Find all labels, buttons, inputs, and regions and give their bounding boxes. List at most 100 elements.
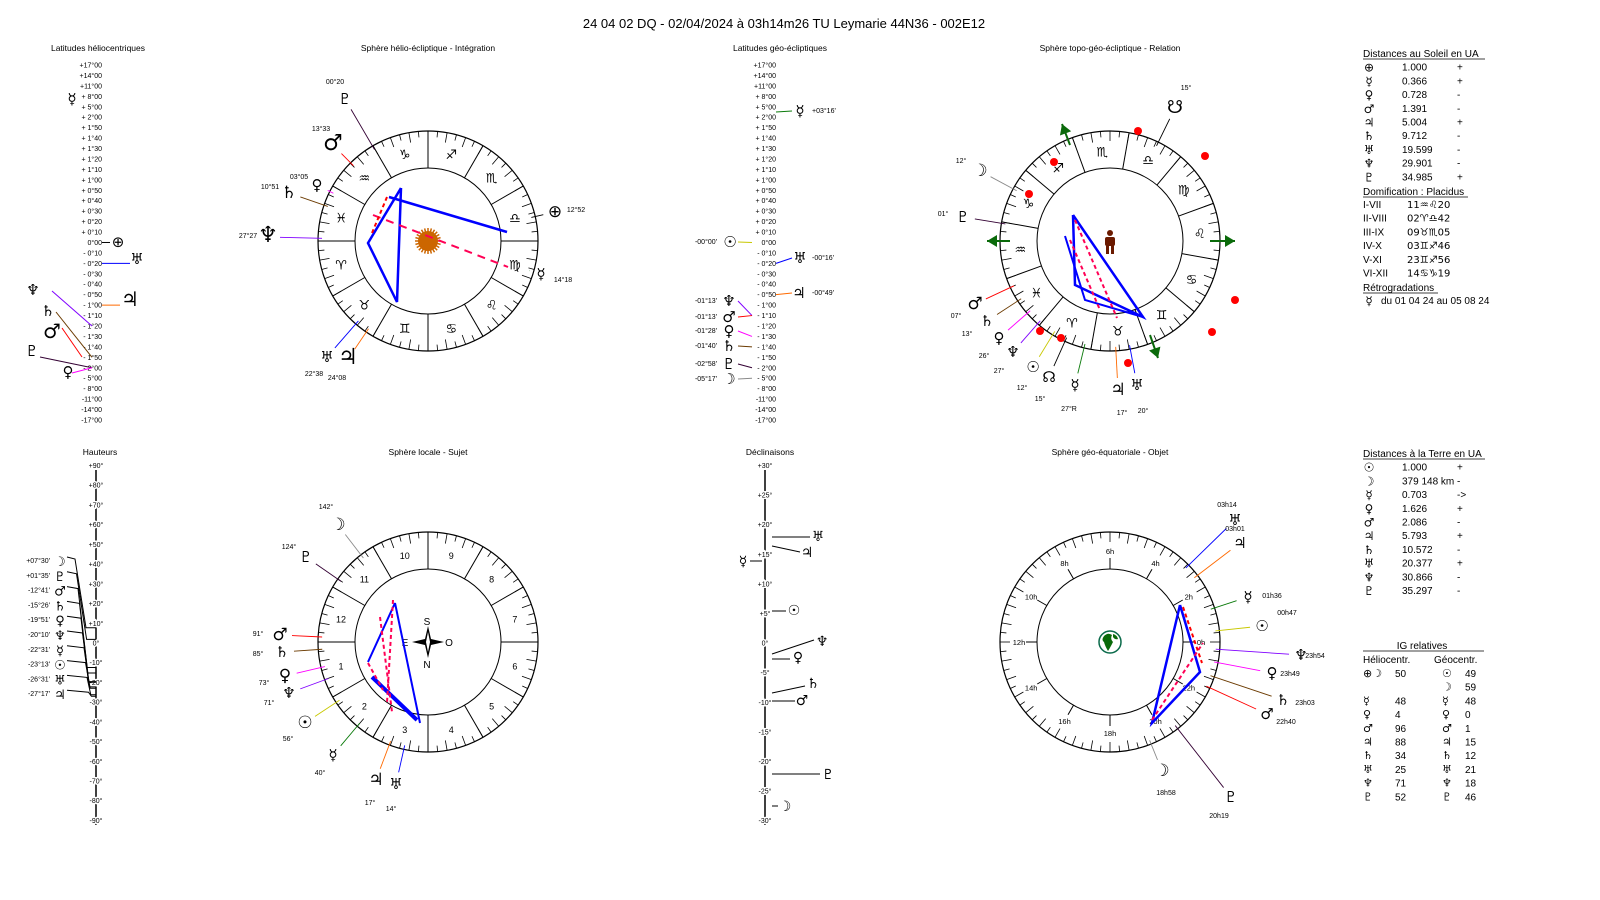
helio-wheel-tick xyxy=(328,284,334,288)
equatorial-wheel-tick xyxy=(1173,557,1182,566)
sun-distance-mercury-icon: ☿ xyxy=(1365,74,1372,88)
house-divider xyxy=(464,704,484,738)
helio-lat-saturn-icon: ♄ xyxy=(41,302,54,320)
sun-distance-trend: + xyxy=(1457,118,1463,129)
domification-houses: V-XI xyxy=(1363,255,1382,266)
hour-label: 2h xyxy=(1185,593,1193,602)
local-wheel-tick xyxy=(349,563,355,569)
helio-wheel-tick xyxy=(399,134,402,141)
connector-line xyxy=(61,327,83,358)
geo-latitude-tick-label: +11°00 xyxy=(754,82,776,90)
local-wheel-uranus-icon: ♅ xyxy=(389,775,402,793)
local-wheel-tick xyxy=(436,745,438,752)
red-dot-marker xyxy=(1057,334,1065,342)
helio-latitude-tick-label: - 5°00 xyxy=(83,375,102,383)
declinaison-neptune-icon: ♆ xyxy=(816,634,829,650)
local-wheel-tick xyxy=(364,726,369,733)
equatorial-wheel-tick xyxy=(1204,685,1210,689)
topo-wheel-tick xyxy=(1118,344,1120,351)
hour-tick xyxy=(1172,678,1183,685)
helio-lat-neptune-icon: ♆ xyxy=(26,281,39,299)
arrow-head-icon xyxy=(987,235,997,247)
topo-wheel-sign-glyph-icon: ♉ xyxy=(1112,325,1124,340)
connector-line xyxy=(974,218,1006,225)
local-wheel-position-label: 71° xyxy=(264,699,275,707)
helio-latitude-tick-label: -11°00 xyxy=(82,396,102,404)
geo-latitude-tick-label: +14°00 xyxy=(754,72,777,80)
house-divider xyxy=(332,586,366,606)
local-wheel-tick xyxy=(491,718,500,727)
domification-houses: I-VII xyxy=(1363,200,1381,211)
connector-line xyxy=(51,290,93,327)
helio-wheel-sign-divider xyxy=(372,145,392,179)
connector-line xyxy=(379,741,392,769)
connector-line xyxy=(1053,337,1068,367)
equatorial-wheel-tick xyxy=(1208,622,1219,626)
sun-distance-value: 1.000 xyxy=(1402,63,1427,74)
local-wheel-tick xyxy=(526,622,537,626)
ig-geo-value: 0 xyxy=(1465,710,1471,721)
equatorial-wheel-tick xyxy=(1183,715,1189,721)
local-wheel-tick xyxy=(528,613,535,616)
topo-wheel-sign-glyph-icon: ♌ xyxy=(1194,227,1206,242)
topo-wheel-tick xyxy=(1143,137,1148,148)
arrow-head-icon xyxy=(1149,346,1161,358)
local-wheel-tick xyxy=(501,563,507,569)
local-wheel-tick xyxy=(521,604,532,609)
helio-lat-mars-icon: ♂ xyxy=(43,319,61,343)
declinaison-tick-label: +25° xyxy=(758,492,773,500)
topo-wheel-tick xyxy=(1001,257,1012,261)
helio-latitude-tick-label: 0°00 xyxy=(88,239,103,247)
topo-wheel-sign-glyph-icon: ♊ xyxy=(1156,309,1168,324)
ig-geo-glyph-icon: ☉ xyxy=(1442,667,1452,680)
helio-lat-earth-icon: ⊕ xyxy=(112,233,125,251)
earth-distance-trend: -> xyxy=(1457,490,1466,501)
connector-line xyxy=(293,648,323,652)
helio-latitude-tick-label: + 0°40 xyxy=(81,197,102,205)
helio-wheel-tick xyxy=(491,156,500,165)
topo-wheel-tick xyxy=(1031,162,1037,168)
local-wheel-tick xyxy=(328,595,334,599)
helio-latitudes-title: Latitudes héliocentriques xyxy=(51,43,145,53)
helio-latitude-tick-label: + 1°50 xyxy=(81,124,102,132)
declinaison-uranus-icon: ♅ xyxy=(812,529,825,545)
local-wheel-tick xyxy=(408,533,412,544)
ig-helio-value: 96 xyxy=(1395,724,1407,735)
topo-wheel-sign-glyph-icon: ♋ xyxy=(1186,273,1198,288)
hauteur-tick-label: +10° xyxy=(89,620,104,628)
domification-cusp: 11♒♌20 xyxy=(1407,200,1450,211)
helio-wheel-tick xyxy=(349,162,355,168)
equatorial-wheel-tick xyxy=(1169,726,1174,733)
helio-wheel-position-label: 13°33 xyxy=(312,125,330,133)
geo-latitude-tick-label: - 0°30 xyxy=(757,270,776,278)
helio-wheel-tick xyxy=(364,325,369,332)
helio-wheel-tick xyxy=(528,267,535,270)
ig-geo-glyph-icon: ♇ xyxy=(1442,790,1452,803)
helio-wheel-tick xyxy=(444,132,448,143)
helio-wheel-tick xyxy=(501,314,507,320)
house-divider xyxy=(490,678,524,698)
topo-wheel-sign-divider xyxy=(1038,296,1064,326)
equatorial-wheel-tick xyxy=(1208,658,1219,662)
hour-tick xyxy=(1146,704,1153,715)
topo-wheel-tick xyxy=(1194,300,1201,305)
hauteur-tick-label: -70° xyxy=(90,778,103,786)
local-wheel-tick xyxy=(504,570,513,579)
local-wheel-neptune-icon: ♆ xyxy=(282,684,295,702)
connector-line xyxy=(1215,626,1251,632)
topo-wheel-tick xyxy=(1183,162,1189,168)
helio-wheel-tick xyxy=(471,141,475,147)
helio-wheel-tick xyxy=(381,335,385,341)
house-divider xyxy=(372,704,392,738)
geo-latitude-tick-label: - 0°10 xyxy=(757,249,776,257)
earth-distance-trend: - xyxy=(1457,545,1460,556)
hauteur-tick-label: -90° xyxy=(90,817,103,825)
topo-wheel-tick xyxy=(1025,304,1034,313)
helio-wheel-neptune-icon: ♆ xyxy=(258,223,278,248)
equatorial-wheel-mercury-icon: ☿ xyxy=(1243,588,1252,606)
equatorial-aspect-triangle xyxy=(1149,604,1202,728)
ig-geo-glyph-icon: ♆ xyxy=(1442,777,1452,790)
geo-latitude-tick-label: + 0°20 xyxy=(755,218,776,226)
topo-wheel-tick xyxy=(1153,141,1157,147)
house-number-label: 7 xyxy=(512,615,517,625)
